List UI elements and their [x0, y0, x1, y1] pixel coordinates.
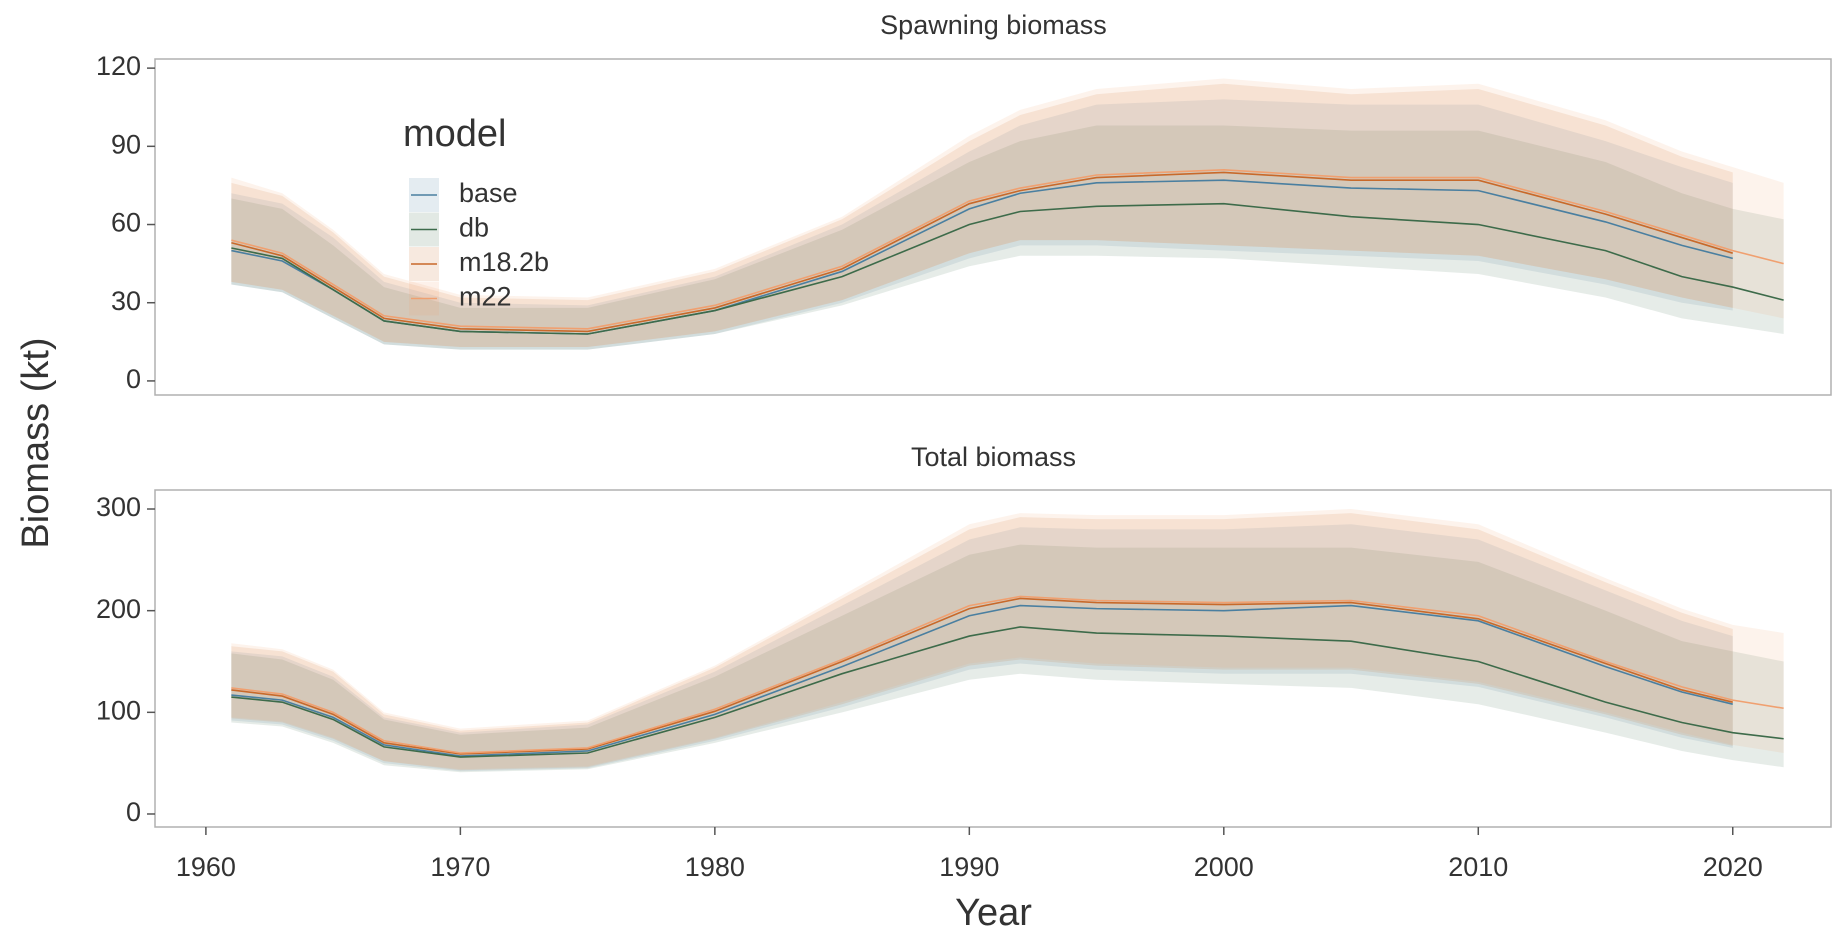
- ribbon: [231, 509, 1784, 770]
- y-tick-label: 300: [96, 492, 141, 522]
- x-axis-title: Year: [955, 892, 1032, 934]
- panel-border: [154, 58, 1832, 396]
- x-tick-label: 2020: [1703, 852, 1763, 882]
- y-tick-label: 0: [126, 364, 141, 394]
- ribbon: [231, 125, 1784, 350]
- legend-label: m18.2b: [459, 247, 549, 277]
- x-tick-label: 1960: [176, 852, 236, 882]
- y-axis-title: Biomass (kt): [15, 337, 57, 548]
- legend-label: m22: [459, 282, 512, 312]
- series-line: [231, 168, 1784, 330]
- x-tick-label: 2010: [1448, 852, 1508, 882]
- panel-border: [154, 489, 1832, 828]
- ribbon: [231, 513, 1733, 771]
- legend-label: db: [459, 213, 489, 243]
- y-tick-label: 100: [96, 695, 141, 725]
- x-tick-label: 1990: [939, 852, 999, 882]
- panel-title: Spawning biomass: [880, 10, 1107, 40]
- y-tick-label: 90: [111, 129, 141, 159]
- ribbon: [231, 544, 1784, 773]
- y-tick-label: 0: [126, 797, 141, 827]
- ribbon: [231, 83, 1733, 348]
- y-tick-label: 200: [96, 594, 141, 624]
- y-tick-label: 120: [96, 51, 141, 81]
- ribbon: [231, 99, 1733, 350]
- y-tick-label: 60: [111, 208, 141, 238]
- panel-title: Total biomass: [911, 442, 1076, 472]
- series-line: [231, 202, 1784, 335]
- series-line: [231, 595, 1784, 754]
- legend-title: model: [403, 113, 507, 155]
- x-tick-label: 1970: [430, 852, 490, 882]
- series-line: [231, 604, 1733, 757]
- series-line: [231, 626, 1784, 758]
- x-tick-label: 1980: [685, 852, 745, 882]
- ribbon: [231, 78, 1784, 348]
- series-line: [231, 597, 1733, 755]
- legend-label: base: [459, 178, 518, 208]
- ribbon: [231, 524, 1733, 772]
- y-tick-label: 30: [111, 286, 141, 316]
- series-line: [231, 171, 1733, 333]
- x-tick-label: 2000: [1194, 852, 1254, 882]
